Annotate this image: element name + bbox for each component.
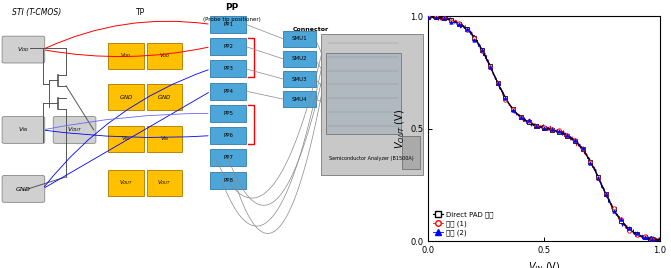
- FancyBboxPatch shape: [211, 127, 246, 144]
- Text: SMU4: SMU4: [291, 97, 307, 102]
- FancyBboxPatch shape: [146, 84, 183, 110]
- FancyBboxPatch shape: [211, 149, 246, 166]
- FancyBboxPatch shape: [211, 60, 246, 77]
- Text: Connector: Connector: [293, 27, 329, 32]
- Text: Semiconductor Analyzer (B1500A): Semiconductor Analyzer (B1500A): [329, 156, 414, 161]
- FancyBboxPatch shape: [211, 172, 246, 189]
- Text: $V_{IN}$: $V_{IN}$: [121, 134, 131, 143]
- FancyBboxPatch shape: [402, 136, 420, 169]
- FancyBboxPatch shape: [283, 51, 316, 67]
- Text: SMU1: SMU1: [291, 36, 307, 41]
- Text: $GND$: $GND$: [15, 185, 32, 193]
- FancyBboxPatch shape: [108, 84, 144, 110]
- Text: (Probe tip positioner): (Probe tip positioner): [203, 17, 261, 23]
- Text: $V_{DD}$: $V_{DD}$: [120, 51, 132, 60]
- Text: PP7: PP7: [223, 155, 234, 160]
- Text: TP: TP: [136, 8, 145, 17]
- Text: PP1: PP1: [223, 22, 234, 27]
- Text: PP8: PP8: [223, 178, 234, 183]
- Text: SMU2: SMU2: [291, 57, 307, 61]
- FancyBboxPatch shape: [2, 176, 45, 202]
- FancyBboxPatch shape: [146, 170, 183, 196]
- Text: PP3: PP3: [223, 66, 234, 71]
- Text: $GND$: $GND$: [119, 93, 134, 101]
- Text: $V_{DD}$: $V_{DD}$: [159, 51, 170, 60]
- Text: $V_{OUT}$: $V_{OUT}$: [66, 125, 83, 135]
- FancyBboxPatch shape: [2, 36, 45, 63]
- FancyBboxPatch shape: [211, 83, 246, 100]
- FancyBboxPatch shape: [2, 117, 45, 143]
- FancyBboxPatch shape: [108, 43, 144, 69]
- Text: $GND$: $GND$: [157, 93, 172, 101]
- FancyBboxPatch shape: [321, 34, 423, 175]
- FancyBboxPatch shape: [108, 170, 144, 196]
- Text: $V_{IN}$: $V_{IN}$: [160, 134, 169, 143]
- Text: $V_{DD}$: $V_{DD}$: [17, 45, 30, 54]
- Text: PP4: PP4: [223, 89, 234, 94]
- Legend: Direct PAD 연결, 경우 (1), 경우 (2): Direct PAD 연결, 경우 (1), 경우 (2): [431, 210, 495, 238]
- Text: $V_{OUT}$: $V_{OUT}$: [158, 178, 172, 187]
- FancyBboxPatch shape: [146, 126, 183, 152]
- Text: PP5: PP5: [223, 111, 234, 116]
- FancyBboxPatch shape: [325, 53, 401, 134]
- FancyBboxPatch shape: [211, 16, 246, 33]
- Text: $V_{IN}$: $V_{IN}$: [18, 125, 29, 135]
- Text: PP: PP: [225, 3, 239, 12]
- FancyBboxPatch shape: [211, 105, 246, 122]
- FancyBboxPatch shape: [283, 31, 316, 47]
- Text: STI (T-CMOS): STI (T-CMOS): [11, 8, 61, 17]
- FancyBboxPatch shape: [108, 126, 144, 152]
- FancyBboxPatch shape: [146, 43, 183, 69]
- FancyBboxPatch shape: [283, 91, 316, 107]
- Y-axis label: $V_{OUT}$ (V): $V_{OUT}$ (V): [394, 109, 407, 149]
- Text: PP6: PP6: [223, 133, 234, 138]
- X-axis label: $V_{IN}$ (V): $V_{IN}$ (V): [527, 260, 560, 268]
- FancyBboxPatch shape: [211, 38, 246, 55]
- FancyBboxPatch shape: [53, 117, 96, 143]
- Text: SMU3: SMU3: [291, 77, 307, 81]
- Text: $V_{OUT}$: $V_{OUT}$: [119, 178, 134, 187]
- FancyBboxPatch shape: [283, 71, 316, 87]
- Text: PP2: PP2: [223, 44, 234, 49]
